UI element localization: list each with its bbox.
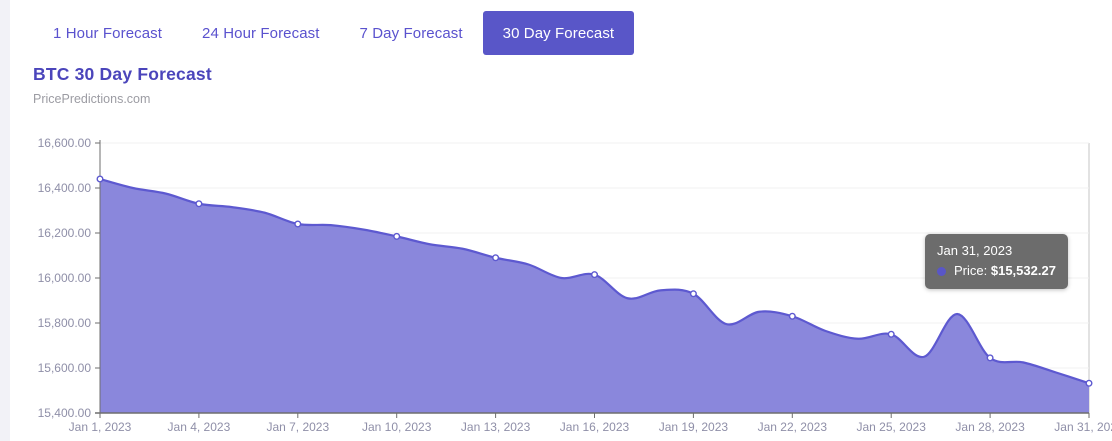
data-point-marker[interactable] [294, 220, 302, 228]
chart-container: 15,400.00 15,600.00 15,800.00 16,000.00 16,2… [0, 130, 1112, 441]
y-tick-label: 16,000.00 [38, 271, 92, 285]
x-tick-label: Jan 4, 2023 [168, 420, 231, 434]
data-point-marker[interactable] [986, 354, 994, 362]
chart-source: PricePredictions.com [33, 92, 151, 106]
x-tick-label: Jan 16, 2023 [560, 420, 630, 434]
x-tick-label: Jan 31, 2023 [1054, 420, 1112, 434]
data-point-marker[interactable] [393, 232, 401, 240]
data-point-marker[interactable] [492, 254, 500, 262]
x-tick-label: Jan 10, 2023 [362, 420, 432, 434]
x-tick-label: Jan 19, 2023 [659, 420, 729, 434]
data-point-marker[interactable] [788, 312, 796, 320]
tab-1-hour-forecast[interactable]: 1 Hour Forecast [53, 24, 163, 42]
y-tick-label: 16,200.00 [38, 226, 92, 240]
x-tick-label: Jan 13, 2023 [461, 420, 531, 434]
chart-title: BTC 30 Day Forecast [33, 64, 212, 84]
area-series-fill [100, 179, 1089, 413]
x-tick-label: Jan 22, 2023 [758, 420, 828, 434]
x-tick-label: Jan 25, 2023 [856, 420, 926, 434]
data-point-marker[interactable] [96, 175, 104, 183]
y-tick-label: 15,600.00 [38, 361, 92, 375]
tab-7-day-forecast[interactable]: 7 Day Forecast [359, 24, 463, 42]
forecast-area-chart[interactable]: 15,400.00 15,600.00 15,800.00 16,000.00 16,2… [0, 130, 1112, 441]
data-point-marker[interactable] [591, 271, 599, 279]
y-tick-label: 15,800.00 [38, 316, 92, 330]
data-point-marker[interactable] [1085, 379, 1093, 387]
data-point-markers [96, 175, 1093, 387]
tab-24-hour-forecast[interactable]: 24 Hour Forecast [202, 24, 320, 42]
y-tick-label: 16,600.00 [38, 136, 92, 150]
left-panel-edge [0, 0, 10, 441]
tooltip-price-value: $15,532.27 [990, 263, 1056, 279]
tooltip-price-label: Price: [954, 263, 988, 279]
forecast-tabs: 1 Hour Forecast 24 Hour Forecast 7 Day For… [33, 11, 635, 55]
x-tick-label: Jan 7, 2023 [266, 420, 329, 434]
y-tick-label: 16,400.00 [38, 181, 92, 195]
chart-tooltip: Jan 31, 2023 Price: $15,532.27 [925, 234, 1068, 290]
tab-30-day-forecast[interactable]: 30 Day Forecast [482, 11, 635, 55]
y-axis-labels: 15,400.00 15,600.00 15,800.00 16,000.00 16,2… [38, 136, 100, 420]
y-tick-label: 15,400.00 [38, 406, 92, 420]
data-point-marker[interactable] [887, 330, 895, 338]
x-axis-labels: Jan 1, 2023 Jan 4, 2023 Jan 7, 2023 Jan 10,… [69, 413, 1112, 434]
data-point-marker[interactable] [195, 200, 203, 208]
data-point-marker[interactable] [689, 290, 697, 298]
chart-header: BTC 30 Day Forecast PricePredictions.com [33, 64, 212, 106]
x-tick-label: Jan 28, 2023 [955, 420, 1025, 434]
series-dot-icon [937, 266, 946, 276]
x-tick-label: Jan 1, 2023 [69, 420, 132, 434]
tooltip-date: Jan 31, 2023 [937, 243, 1013, 258]
